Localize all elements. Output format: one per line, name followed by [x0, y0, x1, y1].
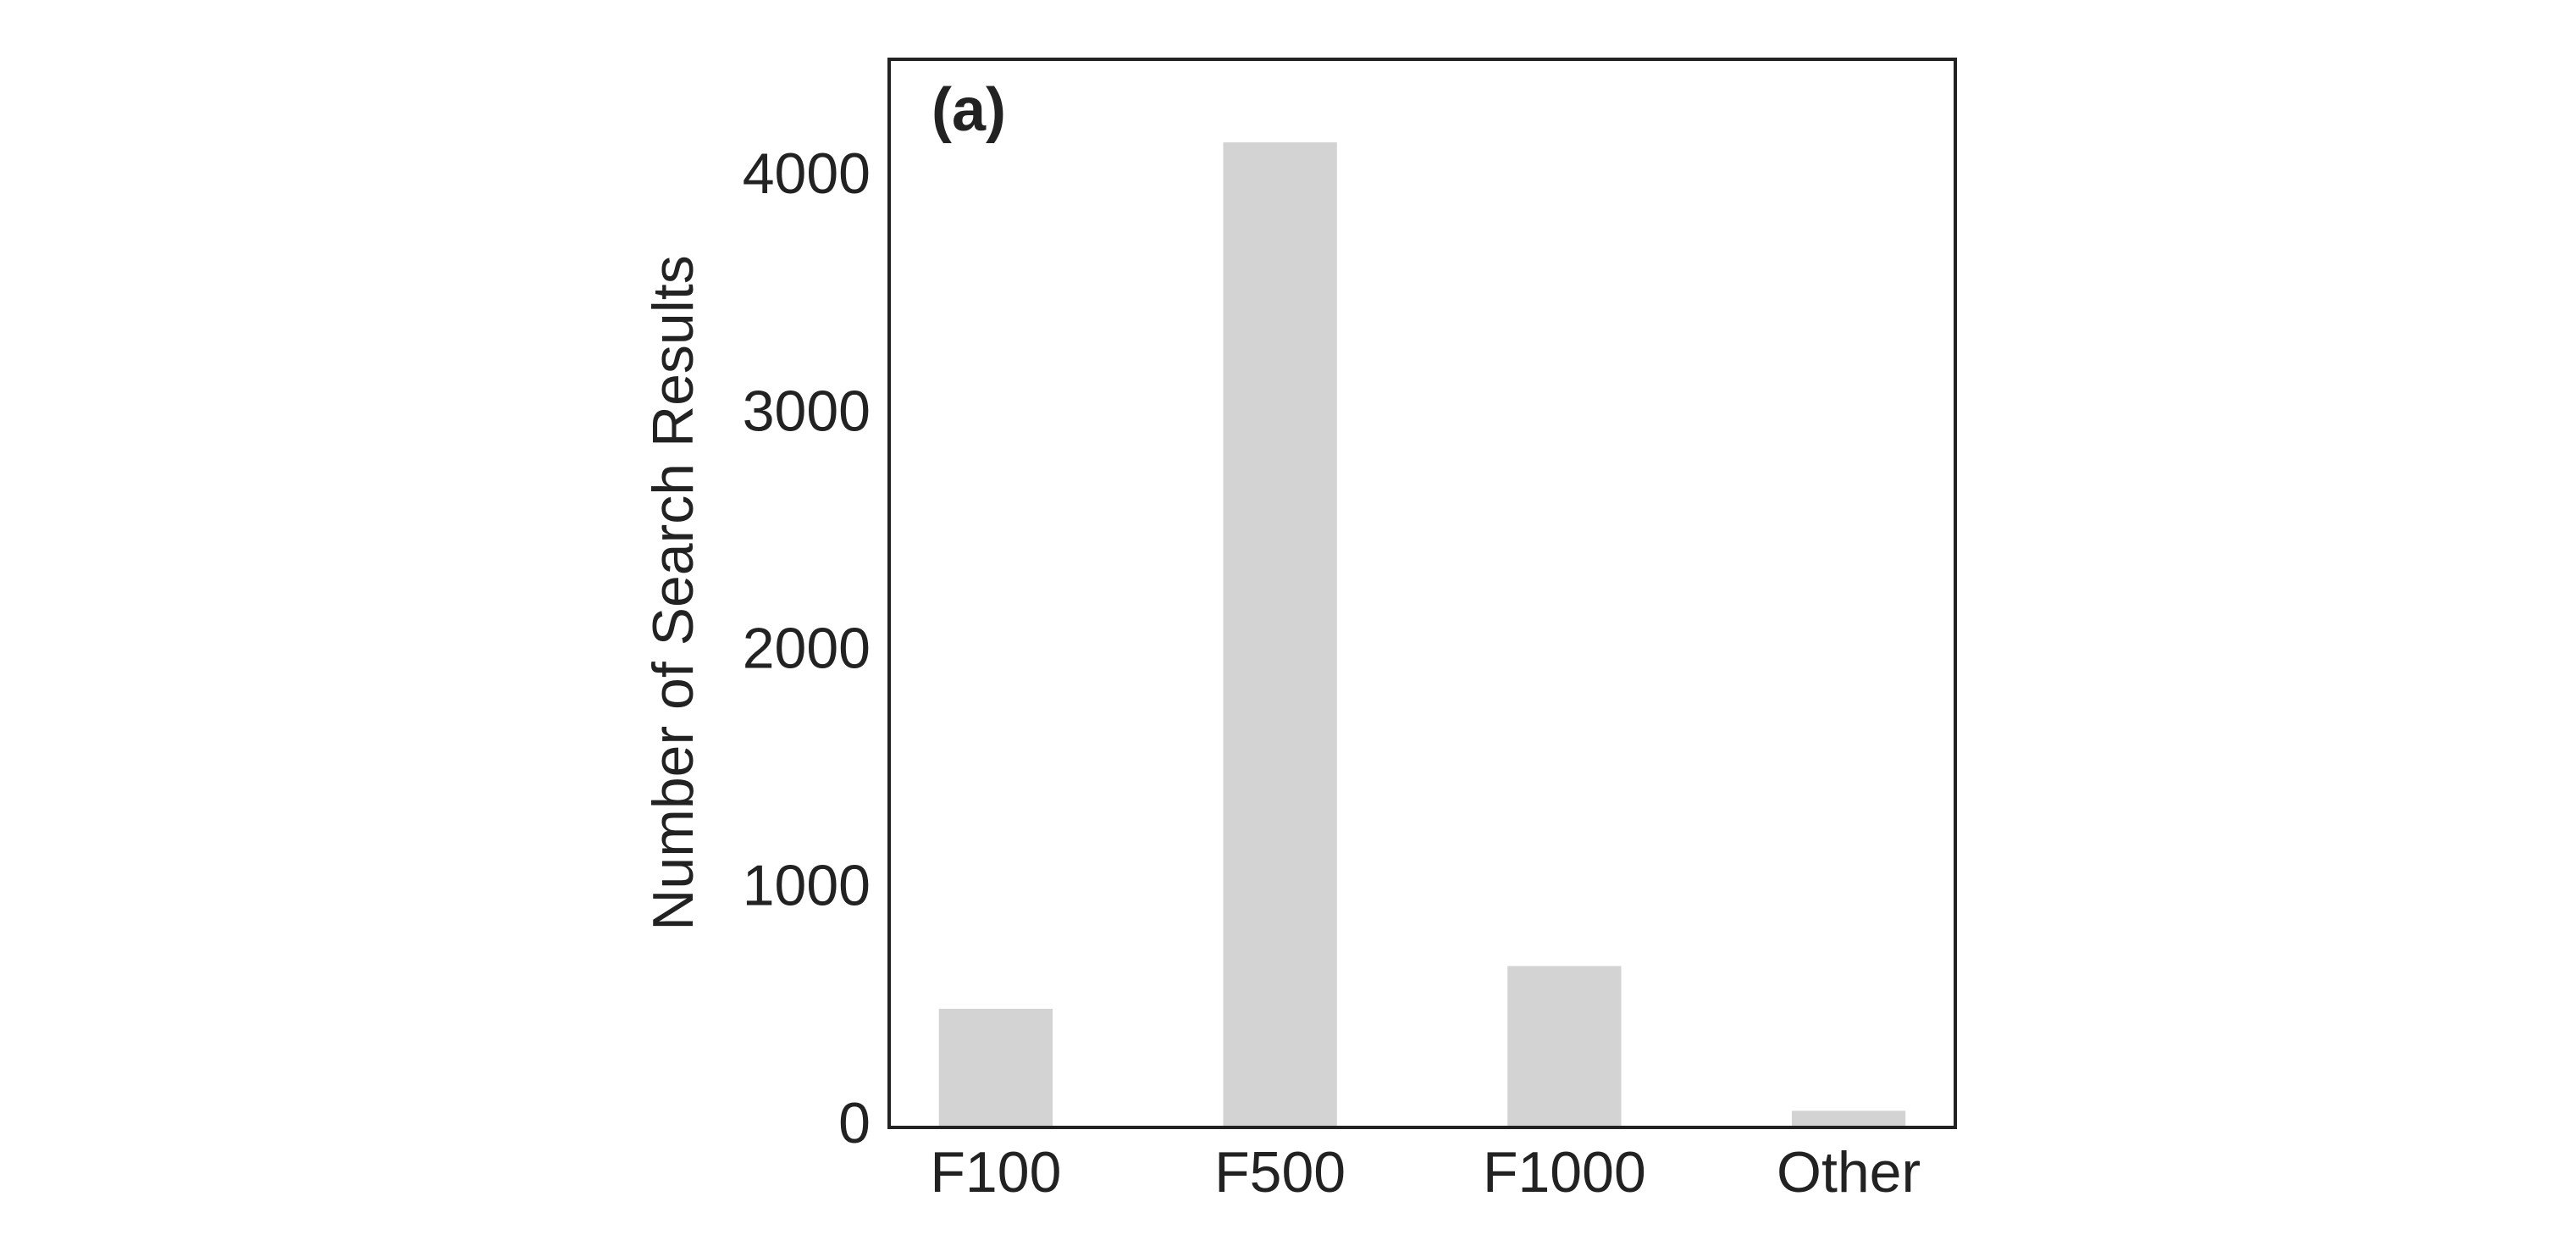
y-tick-label: 4000 — [743, 141, 871, 206]
panel-label: (a) — [931, 76, 1006, 144]
y-tick-label: 0 — [838, 1091, 871, 1155]
y-tick-label: 3000 — [743, 379, 871, 443]
bar — [938, 1008, 1053, 1127]
y-tick-label: 1000 — [743, 854, 871, 918]
bar — [1507, 966, 1622, 1127]
bar — [1791, 1110, 1906, 1127]
x-tick-label: F100 — [930, 1140, 1061, 1205]
x-tick-label: Other — [1777, 1140, 1921, 1205]
y-axis-label: Number of Search Results — [641, 255, 705, 930]
x-tick-label: F500 — [1214, 1140, 1346, 1205]
x-tick-label: F1000 — [1483, 1140, 1646, 1205]
plot-frame — [887, 58, 1957, 1129]
y-tick-label: 2000 — [743, 617, 871, 681]
bar — [1223, 142, 1337, 1128]
